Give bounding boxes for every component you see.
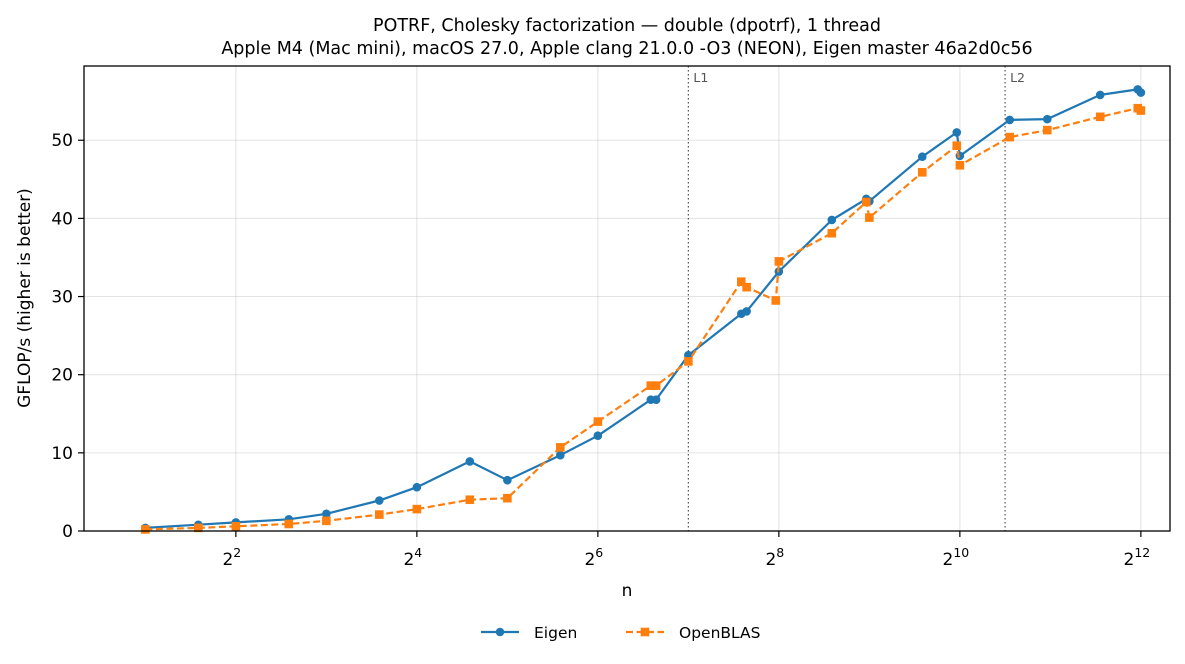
x-axis-ticks: 22 24 26 28 210 212 — [222, 531, 1150, 570]
y-tick-label: 10 — [51, 444, 73, 464]
x-tick-base: 2 — [765, 550, 776, 570]
legend-label-eigen: Eigen — [534, 624, 577, 642]
data-point-openblas — [861, 197, 871, 207]
data-point-openblas — [1136, 106, 1146, 115]
x-tick-base: 2 — [584, 550, 595, 570]
legend: Eigen OpenBLAS — [481, 624, 760, 642]
data-point-eigen — [1136, 88, 1146, 97]
data-point-eigen — [827, 215, 837, 225]
data-point-openblas — [322, 516, 331, 526]
series-line-openblas — [145, 107, 1142, 531]
cache-label-l2: L2 — [1010, 70, 1025, 85]
x-tick-exponent: 8 — [776, 545, 784, 560]
data-point-openblas — [771, 296, 781, 305]
cache-label-l1: L1 — [693, 70, 708, 85]
x-tick-label: 24 — [403, 545, 422, 570]
data-point-eigen — [593, 431, 603, 440]
grid — [84, 66, 1170, 531]
series-line-eigen — [145, 88, 1142, 529]
data-point-eigen — [918, 152, 927, 161]
data-point-openblas — [412, 504, 422, 514]
data-point-eigen — [651, 395, 661, 405]
plot-series — [141, 85, 1146, 534]
x-tick-exponent: 12 — [1134, 545, 1150, 560]
x-tick-exponent: 10 — [953, 545, 969, 560]
data-point-openblas — [465, 495, 475, 505]
data-point-openblas — [1005, 132, 1015, 142]
x-tick-label: 212 — [1123, 545, 1150, 570]
x-tick-label: 26 — [584, 545, 603, 570]
legend-marker-openblas — [640, 627, 650, 637]
legend-marker-eigen — [495, 627, 505, 637]
data-point-eigen — [375, 496, 384, 505]
data-point-openblas — [865, 213, 874, 222]
y-tick-label: 50 — [51, 131, 73, 151]
y-axis-ticks: 0 10 20 30 40 50 — [51, 131, 84, 542]
data-point-eigen — [1005, 115, 1015, 125]
data-point-eigen — [412, 482, 422, 492]
data-point-openblas — [918, 167, 927, 177]
data-point-openblas — [737, 277, 746, 286]
data-point-openblas — [1042, 125, 1052, 135]
data-point-openblas — [1095, 112, 1105, 122]
series-eigen — [141, 85, 1146, 533]
data-point-openblas — [141, 525, 150, 534]
x-tick-exponent: 6 — [595, 545, 603, 560]
x-tick-exponent: 2 — [233, 545, 241, 560]
x-axis-label: n — [622, 581, 633, 601]
data-point-openblas — [646, 381, 656, 390]
data-point-openblas — [827, 228, 837, 238]
x-tick-base: 2 — [1123, 550, 1134, 570]
data-point-openblas — [194, 523, 203, 533]
chart-title: POTRF, Cholesky factorization — double (… — [373, 16, 881, 36]
data-point-openblas — [952, 141, 962, 151]
data-point-eigen — [556, 450, 565, 460]
cache-markers: L1 L2 — [687, 66, 1025, 531]
data-point-eigen — [1042, 114, 1052, 124]
data-point-openblas — [742, 282, 751, 292]
x-tick-base: 2 — [942, 550, 953, 570]
y-tick-label: 40 — [51, 209, 73, 229]
x-tick-label: 28 — [765, 545, 784, 570]
y-tick-label: 0 — [62, 522, 73, 542]
data-point-openblas — [774, 257, 784, 266]
x-tick-base: 2 — [403, 550, 414, 570]
x-tick-label: 22 — [222, 545, 241, 570]
data-point-eigen — [322, 509, 331, 519]
data-point-eigen — [465, 457, 475, 466]
x-tick-label: 210 — [942, 545, 969, 570]
data-point-openblas — [955, 160, 965, 170]
data-point-openblas — [284, 519, 294, 529]
y-tick-label: 20 — [51, 366, 73, 386]
chart-subtitle: Apple M4 (Mac mini), macOS 27.0, Apple c… — [221, 39, 1032, 59]
data-point-openblas — [503, 493, 512, 503]
data-point-eigen — [952, 128, 962, 137]
data-point-eigen — [742, 307, 751, 316]
y-tick-label: 30 — [51, 288, 73, 308]
plot-frame — [83, 65, 1171, 532]
data-point-openblas — [684, 357, 693, 366]
data-point-openblas — [593, 417, 603, 426]
x-tick-base: 2 — [222, 550, 233, 570]
data-point-eigen — [1095, 90, 1105, 100]
data-point-openblas — [231, 522, 241, 531]
legend-label-openblas: OpenBLAS — [679, 624, 760, 642]
series-openblas — [141, 103, 1146, 534]
data-point-openblas — [556, 443, 565, 452]
data-point-openblas — [651, 381, 661, 390]
data-point-openblas — [375, 510, 384, 519]
data-point-eigen — [503, 475, 512, 485]
y-axis-label: GFLOP/s (higher is better) — [15, 188, 35, 408]
x-tick-exponent: 4 — [414, 545, 422, 560]
